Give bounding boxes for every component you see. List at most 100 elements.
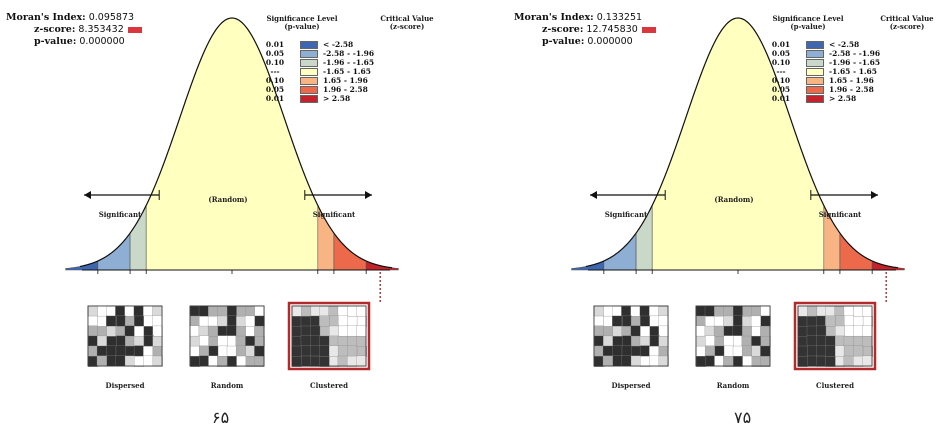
p-label: p-value: — [34, 36, 77, 47]
legend-swatch — [300, 50, 318, 58]
legend-z-range: < -2.58 — [829, 40, 860, 49]
clustered-highlight — [287, 301, 371, 371]
legend-p-value: 0.05 — [265, 49, 285, 58]
legend-swatch — [300, 95, 318, 103]
left-arrow-head — [590, 191, 597, 199]
legend-row: 0.01 < -2.58 — [768, 40, 859, 49]
thumbnail-label: Random — [717, 381, 750, 390]
z-label: z-score: — [34, 24, 76, 35]
legend-row: 0.10 -1.96 - -1.65 — [768, 58, 880, 67]
page-number: ۶۵ — [212, 408, 230, 427]
thumbnail-label: Dispersed — [106, 381, 145, 390]
legend-swatch — [806, 41, 824, 49]
random-label: (Random) — [714, 195, 753, 204]
legend-swatch — [300, 41, 318, 49]
significant-left-label: Significant — [605, 210, 648, 219]
z-score-swatch — [641, 26, 656, 33]
legend-p-value: 0.10 — [265, 58, 285, 67]
significant-left-label: Significant — [99, 210, 142, 219]
thumbnail-clustered: Clustered — [793, 301, 877, 390]
legend-swatch — [806, 68, 824, 76]
legend-row: 0.10 1.65 - 1.96 — [768, 76, 874, 85]
legend-z-range: -2.58 - -1.96 — [323, 49, 375, 58]
legend-row: --- -1.65 - 1.65 — [262, 67, 371, 76]
stats-block: Moran's Index: 0.133251 z-score: 12.7458… — [514, 12, 656, 48]
significance-header: Significance Level (p-value) — [266, 14, 338, 31]
legend-p-value: 0.10 — [265, 76, 285, 85]
legend-swatch — [806, 86, 824, 94]
stats-block: Moran's Index: 0.095873 z-score: 8.35343… — [6, 12, 142, 48]
legend-p-value: 0.05 — [265, 85, 285, 94]
right-arrow-head — [365, 191, 372, 199]
legend-p-value: 0.10 — [771, 58, 791, 67]
legend-z-range: -1.65 - 1.65 — [323, 67, 371, 76]
bell-curve-line — [79, 17, 393, 269]
z-label: z-score: — [542, 24, 584, 35]
significance-header: Significance Level (p-value) — [772, 14, 844, 31]
moran-value: 0.095873 — [88, 12, 135, 23]
p-value: 0.000000 — [587, 36, 633, 47]
moran-value: 0.133251 — [596, 12, 643, 23]
legend-p-value: 0.01 — [771, 94, 791, 103]
right-arrow-head — [871, 191, 878, 199]
legend-row: 0.05 1.96 - 2.58 — [262, 85, 368, 94]
legend-p-value: 0.01 — [771, 40, 791, 49]
significant-right-label: Significant — [313, 210, 356, 219]
legend-p-value: --- — [270, 67, 280, 76]
p-label: p-value: — [542, 36, 585, 47]
legend-row: 0.10 1.65 - 1.96 — [262, 76, 368, 85]
legend-swatch — [300, 59, 318, 67]
legend-row: 0.10 -1.96 - -1.65 — [262, 58, 374, 67]
legend-z-range: -1.65 - 1.65 — [829, 67, 877, 76]
thumbnail-clustered: Clustered — [287, 301, 371, 390]
thumbnail-label: Random — [211, 381, 244, 390]
z-score-swatch — [127, 26, 142, 33]
legend-z-range: 1.65 - 1.96 — [323, 76, 368, 85]
legend-swatch — [806, 59, 824, 67]
legend-row: --- -1.65 - 1.65 — [768, 67, 877, 76]
legend-swatch — [300, 68, 318, 76]
legend-p-value: 0.01 — [265, 94, 285, 103]
legend-row: 0.01 < -2.58 — [262, 40, 353, 49]
critical-header: Critical Value (z-score) — [880, 14, 934, 31]
legend-row: 0.05 -2.58 - -1.96 — [768, 49, 880, 58]
legend-swatch — [806, 77, 824, 85]
legend-z-range: 1.65 - 1.96 — [829, 76, 874, 85]
page-number: ۷۵ — [734, 408, 752, 427]
legend-p-value: 0.05 — [771, 49, 791, 58]
thumbnail-dispersed: Dispersed — [87, 305, 163, 390]
legend-swatch — [806, 50, 824, 58]
clustered-highlight — [793, 301, 877, 371]
bell-curve-diagram: Significant Significant (Random) Dispersed R… — [571, 17, 905, 390]
moran-label: Moran's Index: — [514, 12, 594, 23]
left-arrow-head — [84, 191, 91, 199]
random-label: (Random) — [208, 195, 247, 204]
legend-p-value: --- — [776, 67, 786, 76]
legend-z-range: -1.96 - -1.65 — [323, 58, 375, 67]
p-value: 0.000000 — [79, 36, 125, 47]
legend-p-value: 0.10 — [771, 76, 791, 85]
critical-header: Critical Value (z-score) — [380, 14, 434, 31]
thumbnail-label: Clustered — [816, 381, 854, 390]
bell-curve-diagram: Significant Significant (Random) Dispersed R… — [65, 17, 399, 390]
legend-z-range: 1.96 - 2.58 — [323, 85, 368, 94]
legend-swatch — [300, 86, 318, 94]
legend-p-value: 0.05 — [771, 85, 791, 94]
legend-row: 0.01 > 2.58 — [262, 94, 350, 103]
thumbnail-random: Random — [695, 305, 771, 390]
legend-z-range: < -2.58 — [323, 40, 354, 49]
thumbnail-label: Dispersed — [612, 381, 651, 390]
thumbnail-label: Clustered — [310, 381, 348, 390]
legend-z-range: > 2.58 — [829, 94, 857, 103]
significant-right-label: Significant — [819, 210, 862, 219]
legend-swatch — [300, 77, 318, 85]
thumbnail-random: Random — [189, 305, 265, 390]
legend-swatch — [806, 95, 824, 103]
legend-p-value: 0.01 — [265, 40, 285, 49]
bell-curve-line — [585, 17, 899, 269]
legend-row: 0.01 > 2.58 — [768, 94, 856, 103]
z-value: 8.353432 — [78, 24, 124, 35]
legend-row: 0.05 -2.58 - -1.96 — [262, 49, 374, 58]
legend-row: 0.05 1.96 - 2.58 — [768, 85, 874, 94]
moran-report-panel-right: Moran's Index: 0.133251 z-score: 12.7458… — [506, 0, 941, 427]
